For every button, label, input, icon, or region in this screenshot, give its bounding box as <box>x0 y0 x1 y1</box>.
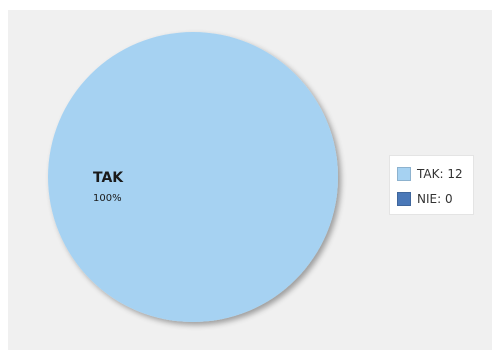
pie-slices <box>48 32 338 322</box>
slice-label-tak: TAK <box>93 170 124 186</box>
legend-label-tak: TAK: 12 <box>417 166 463 181</box>
pie-chart: TAK 100% <box>48 32 338 322</box>
slice-percent-tak: 100% <box>93 193 122 204</box>
legend-label-nie: NIE: 0 <box>417 191 453 206</box>
legend-swatch-tak <box>397 166 411 181</box>
legend: TAK: 12 NIE: 0 <box>389 155 474 215</box>
legend-item-nie[interactable]: NIE: 0 <box>397 186 473 211</box>
pie-slice-tak[interactable] <box>48 32 338 322</box>
legend-item-tak[interactable]: TAK: 12 <box>397 161 473 186</box>
pie-slice-labels: TAK 100% <box>93 170 124 204</box>
chart-panel: TAK 100% TAK: 12 NIE: 0 <box>8 10 492 350</box>
legend-swatch-nie <box>397 191 411 206</box>
